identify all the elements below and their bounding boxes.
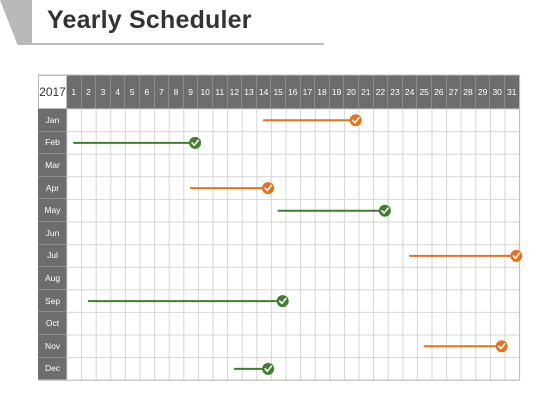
day-header-5: 5 [125, 75, 140, 109]
task-bar-jan [263, 114, 362, 127]
milestone-marker [189, 136, 202, 149]
month-label-jan: Jan [38, 109, 67, 132]
day-header-28: 28 [461, 75, 476, 109]
day-header-27: 27 [446, 75, 462, 109]
month-label-aug: Aug [38, 267, 67, 290]
month-label-apr: Apr [38, 176, 67, 200]
day-header-10: 10 [198, 75, 213, 109]
check-icon [351, 116, 360, 124]
task-bar-apr [190, 182, 275, 195]
page-title: Yearly Scheduler [47, 6, 252, 34]
day-header-24: 24 [402, 75, 418, 109]
day-header-25: 25 [417, 75, 432, 109]
day-header-21: 21 [359, 75, 374, 109]
day-header-30: 30 [490, 75, 505, 109]
check-icon [191, 139, 200, 147]
day-header-6: 6 [140, 75, 155, 109]
day-header-13: 13 [242, 75, 257, 109]
check-icon [264, 365, 273, 373]
month-label-oct: Oct [38, 312, 67, 335]
task-bar-may [277, 204, 391, 217]
milestone-marker [510, 249, 523, 262]
task-bar-jul [409, 249, 523, 262]
day-header-18: 18 [315, 75, 330, 109]
day-header-20: 20 [344, 75, 359, 109]
milestone-marker [262, 362, 275, 375]
month-label-may: May [38, 199, 67, 222]
month-label-mar: Mar [38, 154, 67, 177]
check-icon [278, 297, 287, 305]
month-label-jun: Jun [38, 222, 67, 245]
month-label-dec: Dec [38, 357, 67, 381]
check-icon [381, 207, 389, 214]
task-bar-feb [73, 136, 202, 149]
day-header-9: 9 [183, 75, 199, 109]
task-bar-nov [423, 340, 508, 353]
day-header-8: 8 [169, 75, 184, 109]
task-bar-dec [233, 362, 275, 375]
task-bar-sep [87, 295, 289, 308]
month-label-nov: Nov [38, 335, 67, 358]
year-label: 2017 [38, 75, 67, 109]
month-label-sep: Sep [38, 289, 67, 313]
check-icon [264, 184, 273, 192]
check-icon [497, 342, 506, 350]
milestone-marker [262, 182, 275, 195]
day-header-22: 22 [373, 75, 389, 109]
day-header-26: 26 [432, 75, 447, 109]
month-label-jul: Jul [38, 244, 67, 268]
day-header-14: 14 [256, 75, 272, 109]
day-header-15: 15 [271, 75, 286, 109]
day-header-12: 12 [227, 75, 243, 109]
day-header-23: 23 [388, 75, 403, 109]
day-header-1: 1 [67, 75, 82, 109]
day-header-11: 11 [213, 75, 228, 109]
milestone-marker [378, 204, 391, 217]
milestone-marker [276, 295, 289, 308]
day-header-17: 17 [300, 75, 316, 109]
milestone-marker [349, 114, 362, 127]
day-header-16: 16 [286, 75, 301, 109]
day-header-29: 29 [475, 75, 491, 109]
day-header-2: 2 [81, 75, 97, 109]
title-underline [32, 43, 324, 45]
day-header-3: 3 [96, 75, 111, 109]
milestone-marker [495, 340, 508, 353]
day-header-7: 7 [154, 75, 170, 109]
check-icon [512, 252, 521, 260]
day-header-4: 4 [110, 75, 126, 109]
day-header-19: 19 [329, 75, 345, 109]
month-label-feb: Feb [38, 131, 67, 155]
